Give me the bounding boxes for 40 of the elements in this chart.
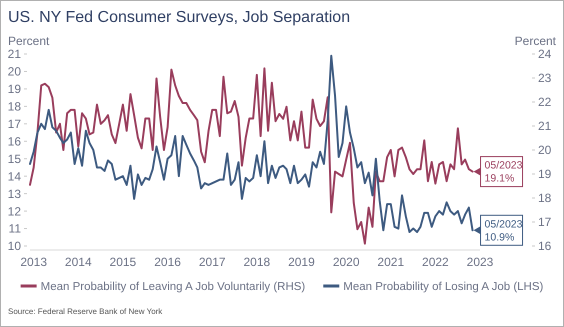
x-tick-label: 2023 (466, 255, 494, 269)
y2-tick-label: 16 (538, 239, 552, 254)
y2-tick-label: 22 (538, 95, 552, 110)
source-note: Source: Federal Reserve Bank of New York (8, 307, 164, 316)
legend-label: Mean Probability of Leaving A Job Voluntarily (RHS) (40, 281, 306, 294)
annotation: 05/2023 10.9% (484, 218, 523, 244)
chart-title: US. NY Fed Consumer Surveys, Job Separation (8, 9, 350, 26)
x-tick-label: 2014 (64, 255, 92, 269)
x-tick-label: 2017 (198, 255, 226, 269)
y-tick-label: 10 (8, 239, 22, 254)
y2-tick-label: 17 (538, 215, 552, 230)
y-axis-title: Percent (8, 34, 50, 48)
y-tick-label: 20 (8, 64, 22, 79)
x-tick-label: 2021 (377, 255, 404, 269)
y2-tick-label: 20 (538, 143, 552, 158)
y2-tick-label: 21 (538, 119, 552, 134)
x-tick-label: 2019 (288, 255, 316, 269)
x-tick-label: 2018 (243, 255, 271, 269)
legend-label: Mean Probability of Losing A Job (LHS) (343, 281, 544, 294)
x-tick-label: 2022 (422, 255, 450, 269)
text: 05/2023 19.1% (484, 160, 523, 185)
y-tick-label: 14 (8, 169, 22, 184)
y-tick-label: 18 (8, 100, 22, 114)
y2-tick-label: 18 (538, 191, 552, 206)
y-tick-label: 21 (8, 47, 22, 62)
y-tick-label: 13 (8, 186, 22, 201)
x-tick-label: 2013 (20, 255, 48, 269)
x-tick-label: 2020 (332, 255, 360, 269)
y-tick-label: 17 (8, 117, 22, 132)
y-tick-label: 15 (8, 152, 22, 166)
y-tick-label: 16 (8, 134, 22, 148)
x-tick-label: 2015 (110, 255, 137, 269)
y2-tick-label: 23 (538, 71, 552, 86)
y-tick-label: 12 (8, 204, 22, 218)
y-tick-label: 19 (8, 82, 22, 96)
x-tick-label: 2016 (154, 255, 182, 269)
y-tick-label: 11 (8, 222, 22, 236)
y2-axis-title: Percent (514, 34, 557, 48)
y2-tick-label: 19 (538, 167, 552, 182)
y2-tick-label: 24 (538, 47, 552, 62)
